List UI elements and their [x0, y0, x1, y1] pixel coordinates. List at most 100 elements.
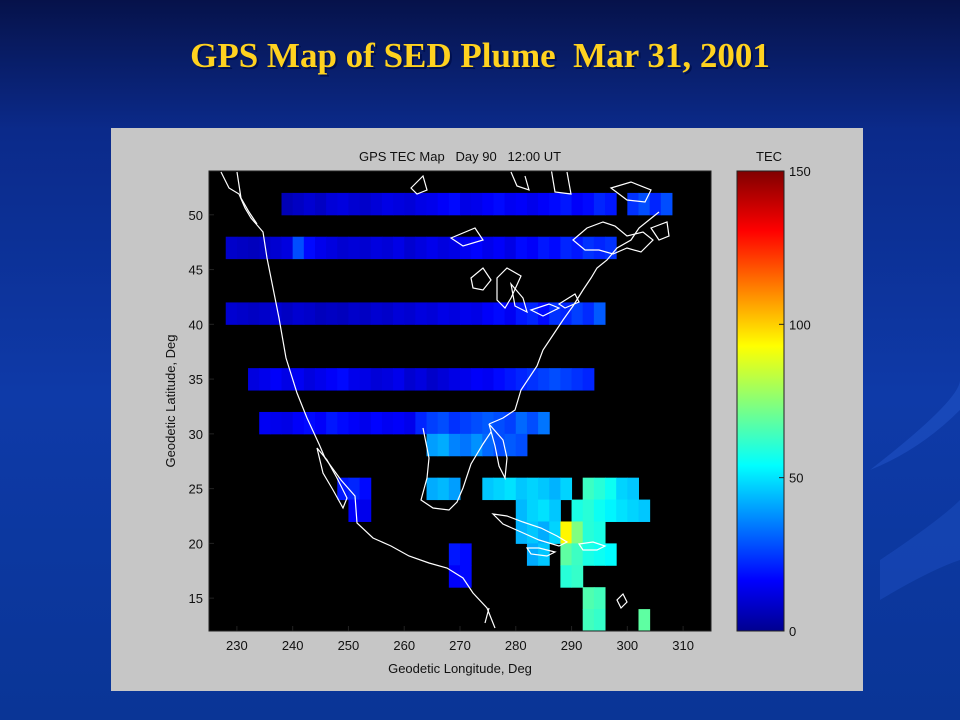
tec-cell — [248, 236, 260, 260]
tec-cell — [582, 368, 595, 391]
tec-cell — [314, 302, 327, 325]
tec-cell — [225, 302, 238, 325]
tec-cell — [326, 192, 338, 216]
tec-cell — [605, 192, 617, 216]
tec-cell — [426, 433, 439, 457]
tec-cell — [381, 411, 394, 435]
tec-cell — [292, 236, 305, 260]
tec-cell — [326, 302, 338, 325]
tec-cell — [393, 192, 405, 216]
tec-cell — [359, 236, 372, 260]
tec-cell — [415, 192, 428, 216]
tec-cell — [593, 587, 606, 610]
colorbar — [736, 170, 785, 632]
tec-cell — [582, 543, 595, 566]
tec-cell — [582, 521, 595, 544]
tec-cell — [571, 543, 584, 566]
tec-cell — [225, 236, 238, 260]
tec-cell — [560, 521, 573, 544]
tec-cell — [493, 368, 506, 391]
tec-cell — [526, 368, 539, 391]
colorbar-ticks: 0 50 100 150 — [779, 164, 811, 639]
tec-cell — [571, 499, 584, 522]
tec-cell — [538, 499, 550, 522]
tec-cell — [303, 192, 316, 216]
tec-cell — [549, 477, 561, 501]
tec-cell — [348, 236, 361, 260]
y-tick-label: 15 — [189, 591, 203, 606]
tec-cell — [292, 302, 305, 325]
tec-cell — [549, 192, 561, 216]
tec-cell — [593, 477, 606, 501]
tec-cell — [593, 543, 606, 566]
y-axis-ticks: 15 20 25 30 35 40 45 50 — [189, 208, 214, 606]
tec-cell — [504, 192, 517, 216]
x-tick-label: 290 — [561, 638, 583, 653]
tec-cell — [359, 302, 372, 325]
coastline — [220, 171, 670, 629]
tec-cell — [437, 433, 450, 457]
tec-cell — [515, 433, 528, 457]
tec-cell — [370, 368, 383, 391]
tec-cell — [504, 368, 517, 391]
y-tick-label: 45 — [189, 263, 203, 278]
tec-cell — [538, 302, 550, 325]
tec-cell — [560, 565, 573, 588]
tec-cell — [281, 411, 294, 435]
tec-cell — [560, 302, 573, 325]
tec-cell — [426, 192, 439, 216]
tec-cell — [303, 368, 316, 391]
tec-cell — [303, 302, 316, 325]
tec-cell — [593, 609, 606, 631]
tec-cell — [259, 411, 271, 435]
tec-cell — [404, 302, 416, 325]
x-tick-label: 270 — [449, 638, 471, 653]
tec-cell — [393, 411, 405, 435]
tec-cells — [225, 192, 673, 631]
tec-cell — [270, 368, 283, 391]
x-axis-label: Geodetic Longitude, Deg — [388, 661, 532, 676]
tec-cell — [582, 192, 595, 216]
tec-cell — [571, 565, 584, 588]
tec-cell — [448, 302, 461, 325]
tec-cell — [504, 433, 517, 457]
tec-cell — [549, 368, 561, 391]
tec-cell — [292, 411, 305, 435]
tec-cell — [337, 302, 349, 325]
tec-cell — [426, 477, 439, 501]
tec-cell — [471, 192, 483, 216]
colorbar-tick-label: 50 — [789, 471, 803, 486]
tec-cell — [326, 236, 338, 260]
tec-cell — [448, 411, 461, 435]
x-tick-label: 240 — [282, 638, 304, 653]
tec-cell — [638, 609, 651, 631]
tec-cell — [482, 411, 494, 435]
tec-cell — [426, 411, 439, 435]
tec-cell — [404, 192, 416, 216]
tec-cell — [526, 521, 539, 544]
tec-cell — [571, 521, 584, 544]
tec-cell — [415, 368, 428, 391]
tec-cell — [359, 499, 372, 522]
tec-cell — [582, 499, 595, 522]
tec-cell — [515, 302, 528, 325]
tec-cell — [348, 411, 361, 435]
tec-cell — [526, 477, 539, 501]
tec-cell — [404, 411, 416, 435]
tec-cell — [337, 477, 349, 501]
tec-cell — [549, 236, 561, 260]
tec-cell — [627, 477, 639, 501]
tec-cell — [605, 477, 617, 501]
tec-cell — [437, 368, 450, 391]
x-tick-label: 280 — [505, 638, 527, 653]
tec-cell — [515, 368, 528, 391]
tec-cell — [248, 368, 260, 391]
tec-cell — [460, 433, 472, 457]
tec-map-svg: GPS TEC Map Day 90 12:00 UT — [163, 149, 811, 676]
tec-cell — [471, 433, 483, 457]
tec-cell — [381, 302, 394, 325]
tec-cell — [605, 543, 617, 566]
tec-cell — [393, 368, 405, 391]
tec-cell — [560, 236, 573, 260]
x-tick-label: 230 — [226, 638, 248, 653]
